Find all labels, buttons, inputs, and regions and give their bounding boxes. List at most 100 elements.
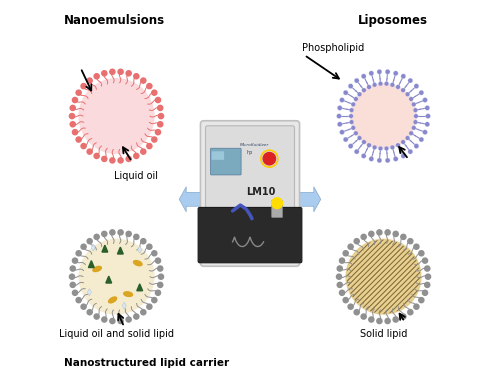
Circle shape [81, 304, 86, 309]
FancyBboxPatch shape [198, 207, 302, 263]
Text: Liposomes: Liposomes [358, 14, 428, 27]
Circle shape [70, 122, 75, 127]
Circle shape [76, 298, 81, 303]
Circle shape [361, 314, 366, 319]
Circle shape [158, 266, 163, 271]
Circle shape [384, 82, 388, 86]
Circle shape [350, 120, 354, 124]
Circle shape [126, 317, 131, 322]
Circle shape [378, 82, 382, 86]
FancyBboxPatch shape [212, 151, 224, 160]
Circle shape [156, 258, 160, 263]
Circle shape [354, 131, 358, 135]
Circle shape [126, 156, 131, 161]
Circle shape [70, 113, 74, 119]
Circle shape [412, 126, 416, 130]
FancyBboxPatch shape [210, 148, 241, 175]
Circle shape [413, 120, 418, 124]
Circle shape [158, 274, 164, 279]
Circle shape [94, 153, 99, 159]
Circle shape [369, 317, 374, 322]
Circle shape [414, 304, 419, 309]
Circle shape [401, 154, 406, 158]
Circle shape [140, 239, 146, 244]
Circle shape [422, 258, 428, 263]
Circle shape [337, 266, 342, 271]
Circle shape [147, 144, 152, 149]
Circle shape [406, 92, 409, 96]
Circle shape [156, 290, 160, 295]
Text: Liquid oil and solid lipid: Liquid oil and solid lipid [59, 329, 174, 339]
Circle shape [348, 144, 353, 149]
Circle shape [147, 84, 152, 89]
Circle shape [348, 84, 353, 89]
Circle shape [263, 152, 276, 165]
Circle shape [79, 239, 154, 314]
Text: Nanoemulsions: Nanoemulsions [64, 14, 166, 27]
Circle shape [156, 130, 160, 135]
Text: Nanostructured lipid carrier: Nanostructured lipid carrier [64, 358, 230, 368]
Circle shape [354, 239, 360, 244]
Circle shape [413, 108, 418, 112]
Circle shape [390, 145, 394, 149]
Circle shape [343, 298, 348, 303]
Circle shape [343, 251, 348, 256]
Circle shape [87, 149, 92, 154]
Circle shape [102, 231, 107, 236]
Circle shape [377, 230, 382, 235]
Circle shape [414, 244, 419, 249]
Circle shape [372, 83, 377, 87]
Circle shape [152, 298, 157, 303]
Circle shape [79, 79, 154, 154]
Polygon shape [102, 245, 108, 252]
Circle shape [351, 126, 356, 130]
Circle shape [158, 282, 163, 288]
Circle shape [367, 143, 372, 147]
Text: hp: hp [247, 151, 253, 155]
Circle shape [351, 102, 356, 106]
Circle shape [118, 319, 123, 324]
Circle shape [70, 282, 75, 288]
Ellipse shape [108, 297, 116, 303]
Circle shape [72, 130, 78, 135]
Circle shape [354, 149, 359, 154]
Circle shape [110, 158, 115, 163]
Circle shape [414, 144, 419, 149]
Circle shape [72, 258, 78, 263]
Circle shape [110, 230, 115, 235]
Circle shape [70, 274, 74, 279]
Circle shape [385, 319, 390, 324]
Circle shape [372, 145, 377, 149]
Circle shape [156, 98, 160, 103]
Circle shape [385, 158, 390, 163]
Circle shape [158, 105, 163, 111]
Polygon shape [138, 246, 141, 253]
Circle shape [409, 97, 414, 101]
Text: Solid lipid: Solid lipid [360, 329, 407, 339]
Circle shape [419, 137, 424, 142]
Circle shape [76, 90, 81, 95]
Circle shape [408, 239, 413, 244]
Circle shape [358, 136, 362, 140]
Circle shape [87, 310, 92, 315]
Circle shape [412, 102, 416, 106]
Circle shape [346, 239, 421, 314]
Circle shape [134, 314, 139, 319]
Circle shape [336, 274, 342, 279]
Text: Microfluidizer: Microfluidizer [240, 143, 270, 147]
Circle shape [358, 92, 362, 96]
Circle shape [340, 258, 344, 263]
Circle shape [76, 251, 81, 256]
Circle shape [340, 290, 344, 295]
Circle shape [348, 304, 353, 309]
Circle shape [87, 78, 92, 83]
Circle shape [350, 108, 354, 112]
Circle shape [349, 114, 354, 118]
Circle shape [126, 71, 131, 76]
Circle shape [396, 143, 400, 147]
Polygon shape [88, 261, 94, 267]
Circle shape [422, 98, 428, 103]
Circle shape [377, 319, 382, 324]
Circle shape [414, 114, 418, 118]
Circle shape [102, 71, 107, 76]
